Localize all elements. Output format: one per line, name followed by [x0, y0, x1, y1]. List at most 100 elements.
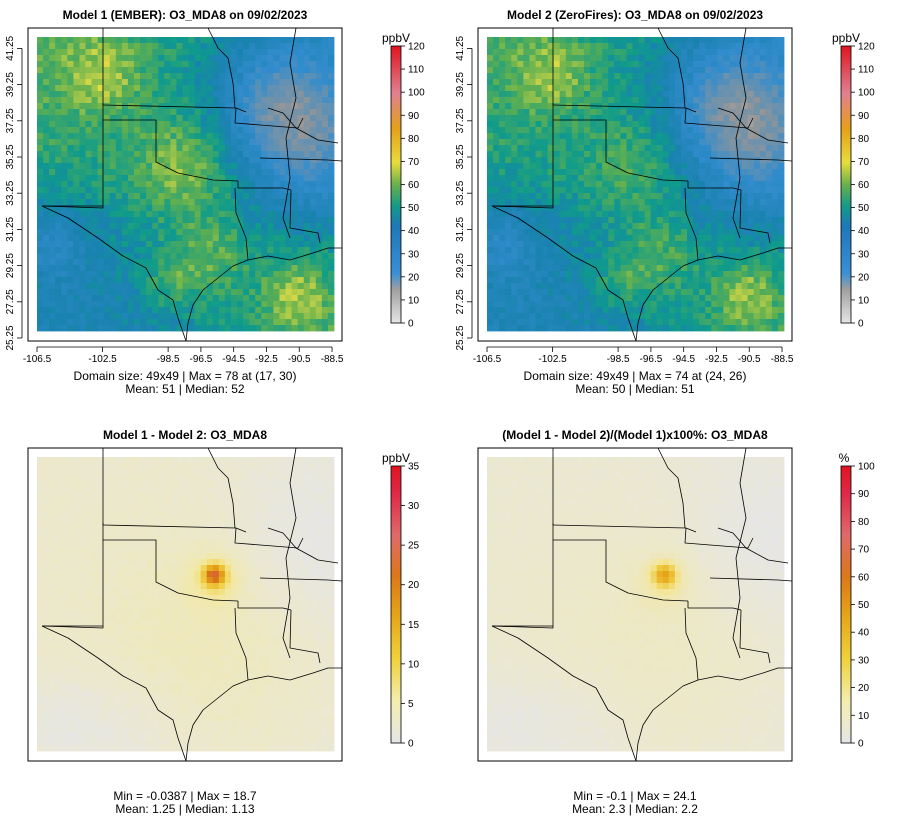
- heatmap-cell: [620, 325, 627, 332]
- heatmap-cell: [170, 301, 177, 308]
- heatmap-cell: [37, 457, 44, 464]
- heatmap-cell: [37, 169, 44, 176]
- heatmap-cell: [777, 319, 785, 326]
- heatmap-cell: [182, 61, 189, 68]
- heatmap-cell: [224, 109, 232, 116]
- heatmap-cell: [152, 253, 159, 260]
- heatmap-cell: [662, 271, 670, 278]
- heatmap-cell: [133, 211, 141, 218]
- heatmap-cell: [680, 133, 688, 140]
- heatmap-cell: [327, 55, 335, 62]
- heatmap-cell: [164, 175, 171, 182]
- heatmap-cell: [327, 151, 335, 158]
- heatmap-cell: [170, 241, 177, 248]
- heatmap-cell: [109, 223, 117, 230]
- heatmap-cell: [729, 115, 736, 122]
- heatmap-cell: [753, 37, 761, 44]
- heatmap-cell: [571, 241, 579, 248]
- heatmap-cell: [243, 283, 250, 290]
- heatmap-cell: [158, 229, 165, 236]
- heatmap-cell: [267, 229, 274, 236]
- heatmap-cell: [602, 91, 609, 98]
- heatmap-cell: [735, 169, 742, 176]
- heatmap-cell: [309, 43, 317, 50]
- heatmap-cell: [717, 229, 724, 236]
- heatmap-cell: [735, 253, 742, 260]
- heatmap-cell: [37, 259, 44, 266]
- heatmap-cell: [291, 241, 299, 248]
- heatmap-cell: [571, 199, 579, 206]
- heatmap-cell: [559, 187, 567, 194]
- heatmap-cell: [753, 325, 761, 332]
- heatmap-cell: [529, 199, 536, 206]
- heatmap-cell: [644, 307, 652, 314]
- heatmap-cell: [662, 145, 670, 152]
- heatmap-cell: [315, 295, 323, 302]
- heatmap-cell: [505, 211, 512, 218]
- heatmap-cell: [49, 157, 56, 164]
- heatmap-cell: [230, 67, 238, 74]
- heatmap-cell: [152, 37, 159, 44]
- heatmap-cell: [499, 289, 506, 296]
- heatmap-cell: [255, 265, 262, 272]
- heatmap-cell: [267, 97, 274, 104]
- heatmap-cell: [243, 79, 250, 86]
- heatmap-cell: [91, 151, 99, 158]
- heatmap-cell: [614, 247, 621, 254]
- heatmap-cell: [596, 325, 603, 332]
- heatmap-cell: [614, 73, 621, 80]
- heatmap-cell: [723, 289, 730, 296]
- heatmap-cell: [73, 229, 80, 236]
- heatmap-cell: [255, 55, 262, 62]
- heatmap-cell: [321, 61, 329, 68]
- heatmap-cell: [55, 49, 62, 56]
- heatmap-cell: [632, 295, 639, 302]
- heatmap-cell: [321, 223, 329, 230]
- heatmap-cell: [67, 211, 74, 218]
- heatmap-cell: [505, 175, 512, 182]
- heatmap-cell: [680, 259, 688, 266]
- heatmap-cell: [73, 223, 80, 230]
- heatmap-cell: [553, 121, 561, 128]
- heatmap-cell: [152, 55, 159, 62]
- heatmap-cell: [237, 277, 244, 284]
- heatmap-cell: [583, 271, 591, 278]
- heatmap-cell: [547, 85, 555, 92]
- heatmap-cell: [321, 49, 329, 56]
- heatmap-cell: [97, 295, 105, 302]
- heatmap-cell: [109, 127, 117, 134]
- heatmap-cell: [644, 163, 652, 170]
- heatmap-cell: [620, 283, 627, 290]
- heatmap-cell: [152, 259, 159, 266]
- heatmap-cell: [182, 283, 189, 290]
- heatmap-cell: [182, 37, 189, 44]
- heatmap-cell: [55, 175, 62, 182]
- heatmap-cell: [85, 199, 92, 206]
- heatmap-cell: [614, 187, 621, 194]
- heatmap-cell: [79, 259, 86, 266]
- heatmap-cell: [711, 319, 718, 326]
- heatmap-cell: [493, 289, 500, 296]
- heatmap-cell: [493, 265, 500, 272]
- heatmap-cell: [523, 205, 530, 212]
- heatmap-cell: [602, 235, 609, 242]
- heatmap-cell: [735, 295, 742, 302]
- heatmap-cell: [638, 223, 645, 230]
- heatmap-cell: [152, 217, 159, 224]
- heatmap-cell: [315, 181, 323, 188]
- heatmap-cell: [529, 241, 536, 248]
- colorbar-unit: ppbV: [382, 31, 410, 45]
- heatmap-cell: [146, 175, 153, 182]
- heatmap-cell: [777, 277, 785, 284]
- heatmap-cell: [644, 199, 652, 206]
- heatmap-cell: [571, 301, 579, 308]
- heatmap-cell: [255, 163, 262, 170]
- heatmap-cell: [577, 277, 585, 284]
- heatmap-cell: [505, 265, 512, 272]
- heatmap-cell: [656, 295, 664, 302]
- heatmap-cell: [140, 193, 147, 200]
- heatmap-cell: [565, 139, 573, 146]
- heatmap-cell: [650, 205, 658, 212]
- heatmap-cell: [608, 145, 615, 152]
- heatmap-cell: [43, 187, 50, 194]
